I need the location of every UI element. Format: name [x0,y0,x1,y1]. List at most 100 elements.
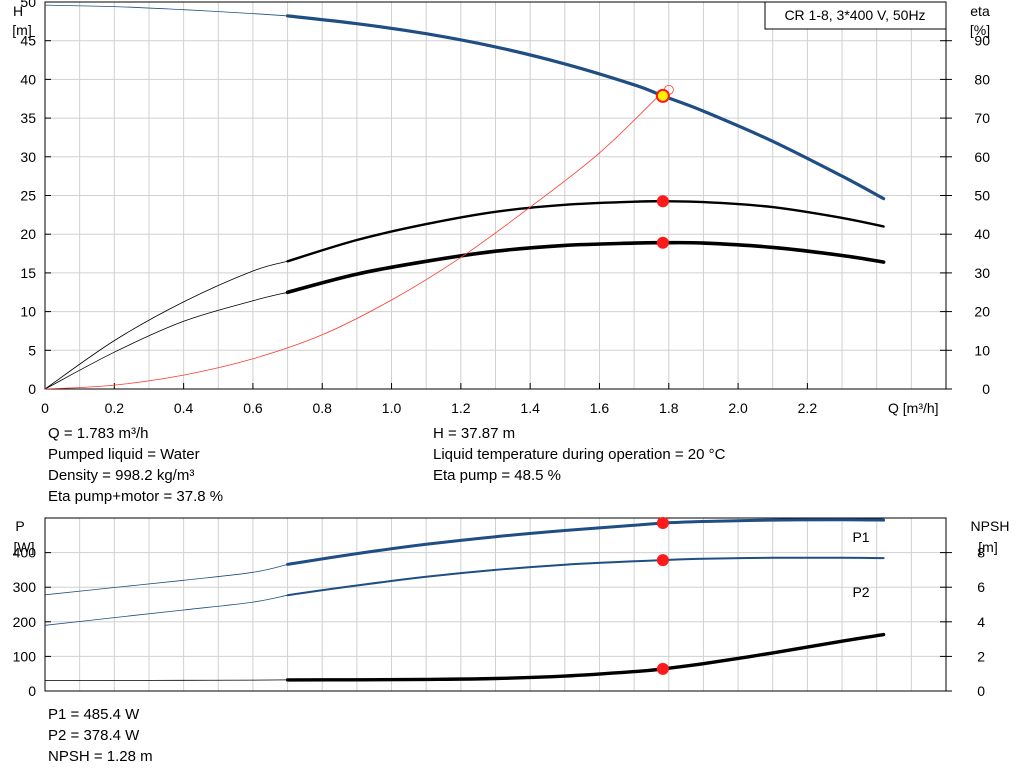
top-left-axis-label-1: H [13,3,23,19]
info-eta-pump: Eta pump = 48.5 % [433,467,561,484]
y-tick-label: 40 [20,71,36,87]
top-x-ticks: 0 0.2 0.4 0.6 0.8 1.0 1.2 1.4 1.6 1.8 2.0 2.2 [41,383,817,416]
bottom-left-axis-label-2: [W] [14,539,35,555]
series-eta-pump-motor [285,240,886,295]
top-right-axis-label-1: eta [970,3,990,19]
series-npsh-extrapolated [44,679,288,681]
info-pumped-liquid: Pumped liquid = Water [48,446,200,463]
eta-tick-label: 60 [974,149,990,165]
npsh-tick-label: 6 [977,579,985,595]
y-tick-label: 25 [20,188,36,204]
npsh-tick-label: 0 [977,683,985,699]
y-tick-label: 50 [20,0,36,10]
info-npsh: NPSH = 1.28 m [48,748,153,765]
legend-box-label: CR 1-8, 3*400 V, 50Hz [784,7,925,23]
top-series [44,4,886,390]
info-head: H = 37.87 m [433,425,516,442]
eta-tick-label: 10 [974,342,990,358]
bottom-left-axis-label-1: P [15,518,24,534]
eta-tick-label: 0 [982,381,990,397]
top-x-axis-label: Q [m³/h] [888,400,939,416]
series-label-p2: P2 [852,584,869,600]
y-tick-label: 10 [20,304,36,320]
y-tick-label: 15 [20,265,36,281]
bottom-right-axis-label-2: [m] [978,539,997,555]
y-tick-label: 5 [28,342,36,358]
operating-point [656,554,669,567]
series-efficiency [44,91,664,390]
operating-point [656,195,669,208]
series-p2 [286,556,885,597]
x-tick-label: 0.8 [312,400,332,416]
x-tick-label: 0.6 [243,400,263,416]
p-tick-label: 100 [13,648,37,664]
npsh-tick-label: 4 [977,614,985,630]
y-tick-label: 20 [20,226,36,242]
top-info-right: H = 37.87 m Liquid temperature during op… [433,423,725,486]
x-tick-label: 1.4 [520,400,540,416]
npsh-tick-label: 2 [977,648,985,664]
y-tick-label: 30 [20,149,36,165]
eta-tick-label: 70 [974,110,990,126]
operating-point [656,662,669,675]
x-tick-label: 0.4 [174,400,194,416]
info-p1: P1 = 485.4 W [48,706,140,723]
series-p1 [286,518,886,566]
bottom-grid [45,518,946,691]
info-flow: Q = 1.783 m³/h [48,425,149,442]
y-tick-label: 0 [28,381,36,397]
legend-box [764,1,947,30]
series-eta-pump-motor-extrapolated [44,291,288,390]
series-label-p1: P1 [852,529,869,545]
bottom-info: P1 = 485.4 W P2 = 378.4 W NPSH = 1.28 m [48,704,153,767]
top-left-axis-label-2: [m] [12,22,31,38]
p-tick-label: 0 [28,683,36,699]
p-tick-label: 400 [13,545,37,561]
bottom-npsh-ticks: 0 2 4 6 8 [940,545,985,699]
p-tick-label: 300 [13,579,37,595]
info-density: Density = 998.2 kg/m³ [48,467,195,484]
bottom-y-ticks: 0 100 200 300 400 [13,545,51,699]
operating-point [656,517,669,530]
series-eta-pump [286,200,885,263]
x-tick-label: 0.2 [105,400,125,416]
x-tick-label: 0 [41,400,49,416]
bottom-points [656,517,669,675]
series-npsh [285,632,886,682]
x-tick-label: 2.0 [728,400,748,416]
y-tick-label: 45 [20,33,36,49]
info-p2: P2 = 378.4 W [48,727,140,744]
eta-tick-label: 80 [974,71,990,87]
series-p1-extrapolated [44,564,288,596]
eta-tick-label: 50 [974,188,990,204]
p-tick-label: 200 [13,614,37,630]
top-points [655,84,674,249]
bottom-plot-frame [44,517,947,692]
y-tick-label: 35 [20,110,36,126]
eta-tick-label: 30 [974,265,990,281]
bottom-right-axis-label-1: NPSH [971,518,1010,534]
x-tick-label: 1.2 [451,400,471,416]
series-eta-pump-extrapolated [44,260,288,390]
info-eta-pump-motor: Eta pump+motor = 37.8 % [48,488,224,505]
info-liquid-temperature: Liquid temperature during operation = 20… [433,446,726,463]
eta-tick-label: 90 [974,33,990,49]
top-info-left: Q = 1.783 m³/h Pumped liquid = Water Den… [48,423,223,507]
operating-point [656,236,669,249]
eta-tick-label: 40 [974,226,990,242]
top-grid [45,2,946,389]
top-y-ticks: 0 5 10 15 20 25 30 35 40 45 50 [20,0,51,397]
bottom-series [44,518,886,682]
top-eta-ticks: 0 10 20 30 40 50 60 70 80 90 [940,33,990,397]
top-plot: 0 0.2 0.4 0.6 0.8 1.0 1.2 1.4 1.6 1.8 2.0 2.2 0 5 10 1… [12,0,990,416]
series-h-extrapolated [44,4,288,17]
x-tick-label: 1.8 [659,400,679,416]
npsh-tick-label: 8 [977,545,985,561]
series-h [286,14,886,201]
x-tick-label: 2.2 [798,400,818,416]
top-right-axis-label-2: [%] [970,22,990,38]
series-p2-extrapolated [44,594,288,626]
x-tick-label: 1.0 [382,400,402,416]
bottom-plot: 0 100 200 300 400 0 2 4 6 8 P [W] NPSH [m] P1 P2 [13,517,1010,699]
duty-point [655,88,670,103]
